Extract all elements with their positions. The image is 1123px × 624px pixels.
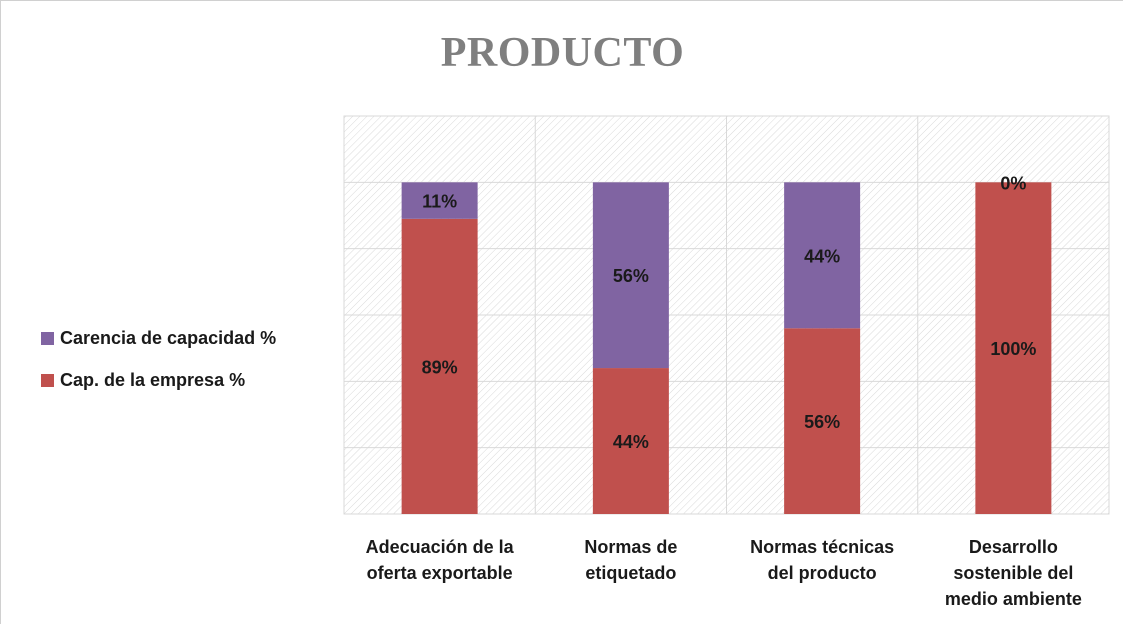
legend-item-carencia: Carencia de capacidad % [41, 327, 276, 349]
bar-capacidad-2 [592, 368, 669, 514]
bar-capacidad-1 [401, 218, 478, 515]
bar-carencia-1 [401, 182, 478, 219]
chart-title: PRODUCTO [440, 30, 685, 76]
data-label-carencia-4: 0% [1000, 173, 1026, 193]
data-label-capacidad-3: 56% [804, 412, 840, 432]
data-label-carencia-3: 44% [804, 246, 840, 266]
bar-carencia-3 [784, 182, 861, 329]
category-label-3: Normas técnicas del producto [750, 537, 895, 583]
bar-capacidad-4 [975, 182, 1052, 515]
data-label-capacidad-1: 89% [422, 357, 458, 377]
category-label-4: Desarrollo sostenible del medio ambiente [944, 537, 1082, 609]
legend: Carencia de capacidad % Cap. de la empre… [41, 327, 276, 411]
bar-capacidad-3 [784, 328, 861, 514]
data-label-carencia-2: 56% [613, 266, 649, 286]
legend-swatch-capacidad [41, 373, 54, 387]
data-label-capacidad-2: 44% [613, 432, 649, 452]
bar-carencia-2 [592, 182, 669, 369]
category-label-2: Normas de etiquetado [584, 537, 678, 583]
category-label-1: Adecuación de la oferta exportable [365, 537, 514, 583]
legend-label-carencia: Carencia de capacidad % [60, 327, 277, 348]
legend-item-capacidad: Cap. de la empresa % [41, 369, 276, 391]
data-label-capacidad-4: 100% [990, 339, 1036, 359]
data-label-carencia-1: 11% [422, 192, 457, 212]
legend-swatch-carencia [41, 331, 54, 345]
legend-label-capacidad: Cap. de la empresa % [60, 369, 246, 390]
